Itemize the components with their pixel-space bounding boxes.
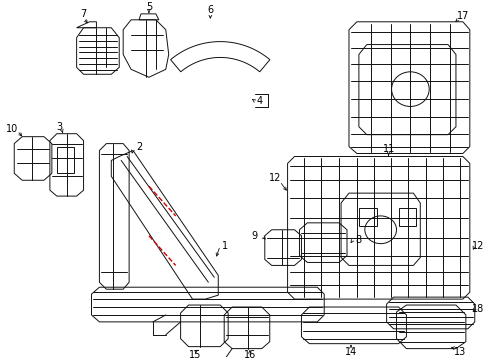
Text: 3: 3	[57, 122, 63, 132]
Text: 17: 17	[456, 11, 468, 21]
Text: 16: 16	[244, 350, 256, 360]
Text: 6: 6	[207, 5, 213, 15]
Text: 9: 9	[251, 231, 258, 241]
Text: 15: 15	[189, 350, 201, 360]
Text: 7: 7	[80, 9, 86, 19]
Text: 8: 8	[355, 235, 361, 245]
Bar	[398, 208, 415, 226]
Text: 2: 2	[136, 141, 142, 152]
Text: 10: 10	[6, 124, 19, 134]
Text: 12: 12	[470, 240, 483, 251]
Text: 4: 4	[256, 96, 263, 106]
Text: 12: 12	[268, 173, 280, 183]
Bar	[358, 208, 376, 226]
Text: 1: 1	[222, 240, 228, 251]
Text: 13: 13	[453, 347, 465, 357]
Text: 14: 14	[344, 347, 356, 357]
Text: 11: 11	[382, 144, 394, 154]
Text: 5: 5	[145, 2, 152, 12]
Text: 18: 18	[470, 304, 483, 314]
